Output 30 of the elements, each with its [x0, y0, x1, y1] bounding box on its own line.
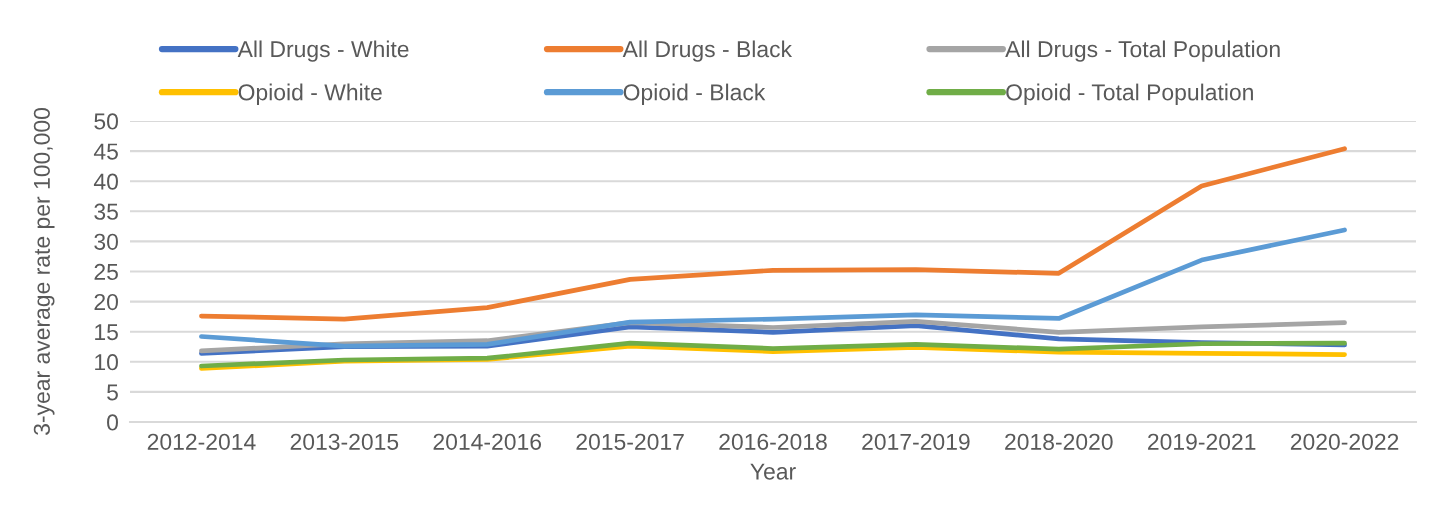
y-tick-label: 15 [95, 324, 118, 341]
y-tick-label: 45 [93, 143, 118, 160]
y-tick-label: 30 [94, 233, 118, 250]
legend-label: Opioid - Total Population [1006, 83, 1253, 105]
x-tick-label: 2012-2014 [147, 433, 256, 450]
legend-label: All Drugs - Black [622, 40, 793, 62]
y-tick-label: 25 [94, 263, 118, 281]
line-series [199, 227, 1347, 349]
x-axis-title: Year [750, 463, 796, 480]
y-tick-label: 35 [94, 203, 118, 220]
x-tick-label: 2020-2022 [1290, 433, 1399, 450]
y-tick-label: 0 [107, 414, 118, 431]
y-tick-label: 10 [95, 354, 118, 371]
x-tick-label: 2013-2015 [290, 433, 399, 450]
legend-label: All Drugs - Total Population [1005, 40, 1280, 62]
x-tick-label: 2018-2020 [1005, 433, 1113, 450]
x-tick-label: 2019-2021 [1148, 433, 1256, 450]
x-tick-label: 2016-2018 [719, 433, 827, 450]
y-tick-label: 20 [94, 293, 118, 311]
y-axis-title: 3-year average rate per 100,000 [33, 108, 55, 435]
legend-label: Opioid - Black [623, 83, 766, 105]
x-tick-label: 2014-2016 [433, 433, 542, 450]
legend-label: All Drugs - White [237, 40, 409, 62]
legend-label: Opioid - White [238, 83, 382, 105]
x-tick-label: 2017-2019 [862, 433, 970, 450]
line-series [199, 146, 1347, 322]
y-tick-label: 5 [107, 384, 118, 401]
x-tick-label: 2015-2017 [576, 433, 684, 450]
y-tick-label: 40 [93, 173, 118, 190]
y-tick-label: 50 [94, 113, 118, 130]
